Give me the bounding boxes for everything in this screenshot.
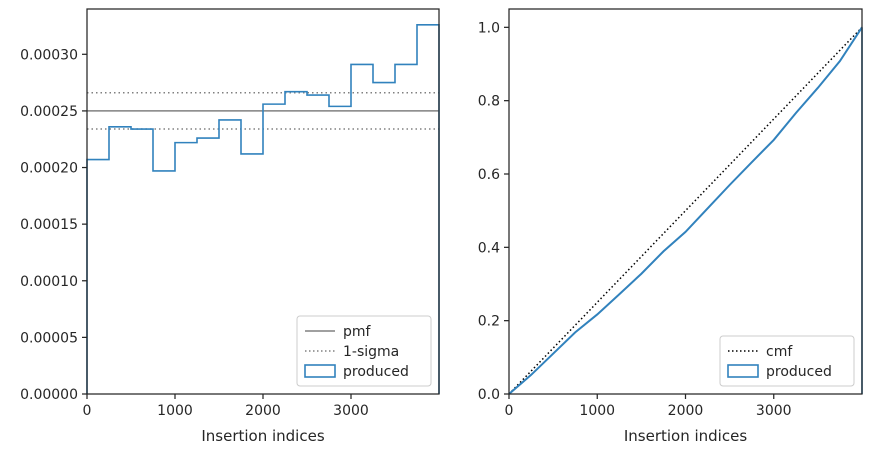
- cumulative-x-tick-label: 0: [505, 403, 514, 419]
- histogram-y-tick-label: 0.00010: [20, 274, 78, 290]
- cumulative-legend-cmf-label: cmf: [766, 344, 793, 360]
- cumulative-x-tick-label: 2000: [668, 403, 704, 419]
- histogram-legend-produced-label: produced: [343, 364, 409, 380]
- produced-histogram-step: [86, 24, 440, 394]
- cumulative-x-tick-label: 1000: [579, 403, 615, 419]
- cumulative-panel: 0 1000 2000 3000 0.0 0.2 0.4 0.6 0.8 1.0 Insertio…: [478, 8, 863, 445]
- cumulative-x-tick-label: 3000: [756, 403, 792, 419]
- histogram-x-tick-label: 0: [83, 403, 92, 419]
- cumulative-y-tick-label: 1.0: [478, 20, 500, 36]
- histogram-plot-area: [86, 24, 440, 394]
- histogram-y-tick-label: 0.00025: [20, 104, 78, 120]
- cumulative-legend-produced-label: produced: [766, 364, 832, 380]
- histogram-y-tick-label: 0.00020: [20, 161, 78, 177]
- histogram-x-tick-label: 1000: [157, 403, 193, 419]
- histogram-x-tick-label: 3000: [333, 403, 369, 419]
- histogram-y-tick-label: 0.00030: [20, 47, 78, 63]
- cumulative-y-tick-label: 0.2: [478, 314, 500, 330]
- cumulative-y-tick-label: 0.4: [478, 240, 500, 256]
- cumulative-y-tick-label: 0.0: [478, 387, 500, 403]
- histogram-y-tick-label: 0.00000: [20, 387, 78, 403]
- histogram-legend-produced-swatch: [304, 364, 336, 378]
- cmf-line: [508, 26, 863, 395]
- histogram-y-tick-label: 0.00015: [20, 217, 78, 233]
- histogram-x-axis-label: Insertion indices: [201, 427, 324, 445]
- histogram-y-tick-label: 0.00005: [20, 330, 78, 346]
- produced-cumulative-line: [508, 26, 863, 395]
- cumulative-y-tick-label: 0.8: [478, 94, 500, 110]
- cumulative-legend: cmf produced: [719, 335, 855, 387]
- cumulative-legend-produced-swatch: [727, 364, 759, 378]
- cumulative-legend-box: [719, 335, 855, 387]
- histogram-legend-box: [296, 315, 432, 387]
- histogram-panel: 0 1000 2000 3000 0.00000 0.00005 0.00010 0.0001…: [20, 8, 440, 445]
- histogram-ticks: 0 1000 2000 3000 0.00000 0.00005 0.00010 0.0001…: [20, 47, 369, 419]
- cumulative-y-tick-label: 0.6: [478, 167, 500, 183]
- histogram-legend-1-sigma-label: 1-sigma: [343, 344, 399, 360]
- histogram-legend-pmf-label: pmf: [343, 324, 372, 340]
- cumulative-x-axis-label: Insertion indices: [624, 427, 747, 445]
- histogram-legend: pmf 1-sigma produced: [296, 315, 432, 387]
- cumulative-ticks: 0 1000 2000 3000 0.0 0.2 0.4 0.6 0.8 1.0: [478, 20, 792, 419]
- histogram-x-tick-label: 2000: [245, 403, 281, 419]
